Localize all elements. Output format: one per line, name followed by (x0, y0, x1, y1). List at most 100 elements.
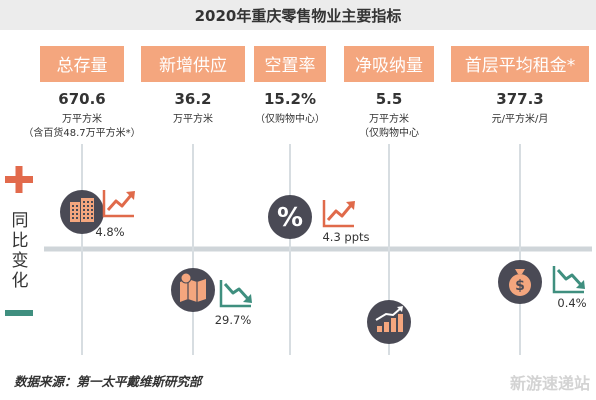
trend-down-icon (552, 266, 585, 294)
indicator-unit: （仅购物中心） (255, 112, 325, 125)
trend-axis (219, 280, 251, 308)
trend-axis (552, 266, 584, 294)
trend-axis (102, 190, 134, 218)
y-axis-label-char: 比 (12, 231, 29, 251)
indicator-column: 净吸纳量 5.5 万平方米（仅购物中心 (341, 46, 437, 355)
trend-arrowhead (576, 280, 585, 289)
icon-window (91, 213, 93, 215)
percent-glyph: % (277, 203, 303, 233)
trend-up-icon (102, 190, 135, 218)
icon-part (509, 274, 531, 296)
icon-window (72, 205, 74, 207)
watermark: 新游速递站 (510, 374, 590, 393)
trend-arrowhead (126, 191, 135, 200)
trend-line (223, 283, 251, 302)
y-axis-label-char: 化 (12, 271, 29, 291)
icon-window (87, 205, 89, 207)
icon-window (76, 213, 78, 215)
indicator-header-box (344, 46, 434, 82)
icon-window (83, 201, 85, 203)
icon-window (91, 209, 93, 211)
indicator-column: 新增供应 36.2 万平方米 29.7% (141, 46, 251, 355)
indicator-header-box (141, 46, 245, 82)
yoy-change-label: 4.8% (95, 225, 124, 239)
indicator-header: 新增供应 (159, 56, 227, 76)
icon-part (180, 272, 192, 284)
indicator-note: （含百货48.7万平方米*） (23, 126, 140, 139)
y-axis-label: 同 比 变 化 (12, 211, 29, 291)
indicator-note: （仅购物中心 (359, 126, 419, 139)
trend-line (326, 203, 354, 221)
trend-line (556, 269, 584, 288)
indicator-column: 总存量 670.6 万平方米（含百货48.7万平方米*） 4.8% (23, 46, 141, 355)
dollar-glyph: $ (515, 278, 525, 294)
icon-window (91, 205, 93, 207)
y-axis-label-char: 同 (12, 211, 29, 231)
icon-window (91, 201, 93, 203)
yoy-change-label: 29.7% (215, 313, 252, 327)
icon-bar (398, 314, 403, 332)
building-icon (70, 198, 94, 222)
indicator-header-box (451, 46, 589, 82)
icon-window (87, 209, 89, 211)
source-note: 数据来源：第一太平戴维斯研究部 (14, 374, 204, 389)
icon-window (72, 217, 74, 219)
label-backing (341, 88, 437, 144)
icon-bar (377, 326, 382, 332)
label-backing (472, 88, 568, 144)
trend-axis (322, 200, 354, 228)
icon-bar (384, 322, 389, 332)
indicator-value: 5.5 (376, 90, 403, 108)
icon-window (83, 205, 85, 207)
bar-growth-icon (375, 306, 403, 332)
icon-part (375, 307, 402, 321)
icon-window (87, 213, 89, 215)
percent-icon: % (277, 203, 303, 233)
trend-arrowhead (243, 294, 252, 303)
minus-sign-icon (5, 310, 33, 316)
indicator-columns: 总存量670.6万平方米（含百货48.7万平方米*）4.8%新增供应36.2万平… (23, 46, 589, 355)
icon-window (83, 213, 85, 215)
label-backing (242, 88, 338, 144)
indicator-value: 15.2% (264, 90, 316, 108)
icon-window (76, 205, 78, 207)
indicator-header: 净吸纳量 (355, 56, 423, 76)
chart-title: 2020年重庆零售物业主要指标 (195, 7, 402, 25)
map-icon (180, 272, 206, 302)
icon-window (83, 217, 85, 219)
indicator-header-box (254, 46, 326, 82)
indicator-unit: 元/平方米/月 (492, 112, 549, 125)
icon-window (87, 201, 89, 203)
yoy-change-label: 0.4% (557, 296, 586, 310)
icon-window (72, 209, 74, 211)
indicator-column: 空置率 15.2% （仅购物中心） 4.3 ppts (242, 46, 370, 355)
indicator-unit: 万平方米 (62, 112, 102, 125)
plus-sign-icon (5, 166, 33, 193)
indicator-column: 首层平均租金* 377.3 元/平方米/月 0.4% (451, 46, 589, 355)
title-bar (0, 0, 596, 30)
trend-down-icon (219, 280, 252, 308)
indicator-header: 总存量 (57, 56, 108, 76)
yoy-change-label: 4.3 ppts (322, 230, 369, 244)
trend-up-icon (322, 200, 355, 228)
icon-window (83, 209, 85, 211)
icon-part (397, 306, 403, 312)
icon-window (76, 217, 78, 219)
indicator-header-box (40, 46, 124, 82)
y-axis-label-char: 变 (12, 251, 29, 271)
indicator-value: 670.6 (58, 90, 105, 108)
icon-bar (391, 318, 396, 332)
indicator-unit: 万平方米 (173, 112, 213, 125)
money-bag-icon: $ (509, 269, 531, 296)
trend-arrowhead (346, 201, 355, 210)
icon-part (515, 269, 525, 274)
label-backing (145, 88, 241, 144)
indicator-value: 377.3 (496, 90, 543, 108)
icon-window (72, 213, 74, 215)
icon-window (76, 209, 78, 211)
trend-line (106, 193, 134, 211)
indicator-header: 空置率 (265, 56, 316, 76)
indicator-icon-circle (268, 195, 312, 239)
